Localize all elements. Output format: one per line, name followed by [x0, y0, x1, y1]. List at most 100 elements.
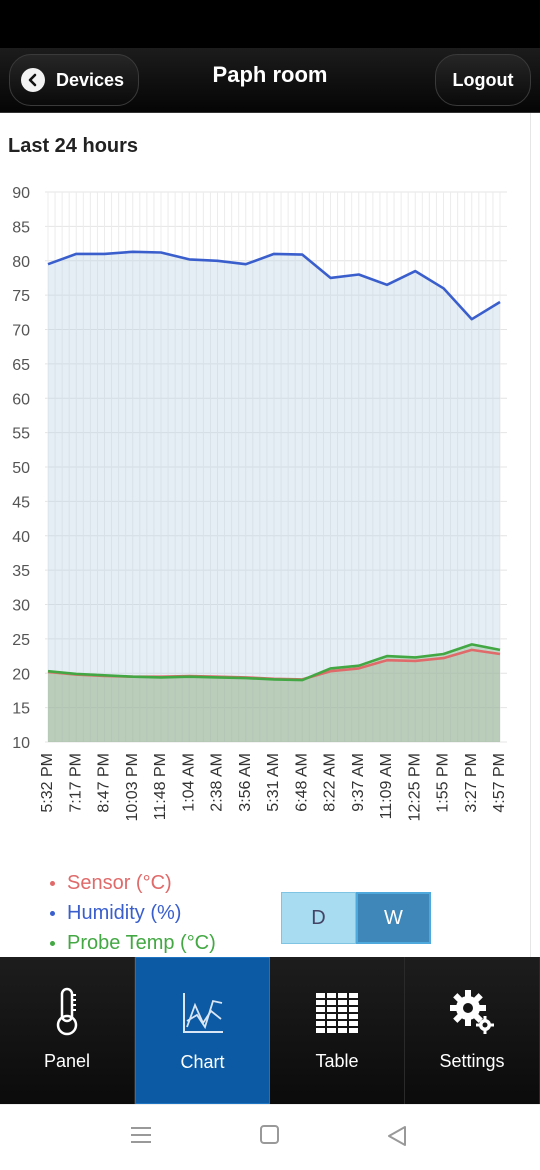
table-icon-cell [316, 993, 325, 998]
x-tick-label: 12:25 PM [406, 753, 423, 821]
chevron-left-icon [21, 68, 45, 92]
line-probe-temp-c [47, 643, 501, 682]
tab-settings-label: Settings [439, 1051, 505, 1071]
table-icon-cell [316, 1000, 325, 1005]
y-tick-label: 25 [12, 632, 30, 649]
table-icon-cell [349, 1021, 358, 1026]
tab-settings[interactable]: Settings [405, 957, 540, 1104]
menu-icon[interactable] [130, 1125, 152, 1150]
y-tick-label: 40 [12, 529, 30, 546]
tab-chart[interactable]: Chart [135, 957, 270, 1104]
gear-icon [448, 987, 496, 1037]
y-tick-label: 75 [12, 288, 30, 305]
x-tick-label: 3:56 AM [237, 753, 254, 812]
tab-panel-label: Panel [43, 1051, 91, 1071]
x-tick-label: 9:37 AM [350, 753, 367, 812]
y-tick-label: 80 [12, 254, 30, 271]
x-tick-label: 8:22 AM [322, 753, 339, 812]
line-chart: 10 15 20 25 30 35 40 45 50 55 60 65 70 75 80 85 90 5:32 … [12, 185, 508, 821]
header-bar: Devices Paph room Logout [0, 48, 540, 113]
legend-item-sensor[interactable]: Sensor (°C) [50, 868, 216, 898]
y-tick-label: 15 [12, 701, 30, 718]
back-triangle-icon[interactable] [386, 1125, 408, 1152]
logout-button[interactable]: Logout [435, 54, 531, 106]
y-tick-label: 10 [12, 735, 30, 752]
table-icon-cell [316, 1014, 325, 1019]
tab-panel[interactable]: Panel [0, 957, 135, 1104]
bottom-tab-bar: Panel Chart Table [0, 957, 540, 1104]
range-toggle: D W [281, 892, 431, 944]
chart-icon [181, 988, 225, 1038]
home-icon[interactable] [259, 1125, 281, 1150]
legend-item-humidity[interactable]: Humidity (%) [50, 898, 216, 928]
table-icon [314, 987, 360, 1037]
table-icon-cell [349, 1028, 358, 1033]
x-tick-label: 2:38 AM [209, 753, 226, 812]
legend-label-humidity: Humidity (%) [67, 901, 182, 924]
x-tick-label: 11:48 PM [152, 753, 169, 820]
y-axis-ticks: 10 15 20 25 30 35 40 45 50 55 60 65 70 75 80 85 90 [12, 185, 30, 752]
table-icon-cell [327, 1021, 336, 1026]
table-icon-cell [338, 993, 347, 998]
tab-chart-label: Chart [180, 1052, 225, 1072]
chart-panel: Last 24 hours 10 15 20 25 30 35 40 45 50 55 60 65 70… [0, 113, 530, 957]
humidity-legend-dot [50, 910, 55, 916]
chart-areas [48, 251, 500, 743]
x-tick-label: 3:27 PM [463, 753, 480, 813]
table-icon-cell [327, 1028, 336, 1033]
table-icon-cell [338, 1014, 347, 1019]
y-tick-label: 30 [12, 598, 30, 615]
table-icon-cell [327, 1000, 336, 1005]
y-tick-label: 90 [12, 185, 30, 202]
area-sensor-c [48, 649, 500, 742]
y-tick-label: 60 [12, 391, 30, 408]
table-icon-cell [316, 1028, 325, 1033]
table-icon-cell [338, 1021, 347, 1026]
y-tick-label: 20 [12, 666, 30, 683]
y-tick-label: 50 [12, 460, 30, 477]
y-tick-label: 45 [12, 494, 30, 511]
table-icon-cell [349, 1000, 358, 1005]
x-tick-label: 7:17 PM [67, 753, 84, 813]
devices-back-button[interactable]: Devices [9, 54, 139, 106]
status-bar [0, 0, 540, 48]
x-axis-ticks: 5:32 PM 7:17 PM 8:47 PM 10:03 PM 11:48 PM 1:0… [39, 753, 508, 821]
table-icon-cell [327, 1007, 336, 1012]
legend-label-sensor: Sensor (°C) [67, 871, 172, 894]
y-tick-label: 35 [12, 563, 30, 580]
y-tick-label: 85 [12, 219, 30, 236]
table-icon-cell [316, 1021, 325, 1026]
area-probe-temp-c [48, 644, 500, 742]
probe-legend-dot [50, 940, 55, 946]
tab-table-label: Table [315, 1051, 359, 1071]
page-title: Paph room [212, 62, 328, 87]
back-button-label: Devices [56, 69, 125, 90]
table-icon-cell [338, 1000, 347, 1005]
x-tick-label: 5:32 PM [39, 753, 56, 813]
system-nav-bar [0, 1104, 540, 1170]
y-tick-label: 65 [12, 357, 30, 374]
x-tick-label: 8:47 PM [96, 753, 113, 813]
chart-lines [47, 250, 501, 682]
y-tick-label: 55 [12, 426, 30, 443]
x-tick-label: 5:31 AM [265, 753, 282, 812]
x-tick-label: 1:04 AM [180, 753, 197, 812]
table-icon-cell [349, 1007, 358, 1012]
table-icon-cell [338, 1007, 347, 1012]
chart-grid [45, 191, 507, 743]
chart-legend: Sensor (°C) Humidity (%) Probe Temp (°C) [50, 868, 216, 958]
x-tick-label: 1:55 PM [435, 753, 452, 813]
x-tick-label: 10:03 PM [124, 753, 141, 821]
range-day-button[interactable]: D [281, 892, 356, 944]
x-tick-label: 4:57 PM [491, 753, 508, 813]
tab-table[interactable]: Table [270, 957, 405, 1104]
scroll-edge [530, 113, 540, 957]
range-week-button[interactable]: W [356, 892, 431, 944]
table-icon-cell [316, 1007, 325, 1012]
legend-label-probe-temp: Probe Temp (°C) [67, 931, 216, 954]
sensor-legend-dot [50, 880, 55, 886]
table-icon-cell [349, 1014, 358, 1019]
table-icon-cell [327, 1014, 336, 1019]
area-humidity [48, 251, 500, 743]
legend-item-probe-temp[interactable]: Probe Temp (°C) [50, 928, 216, 958]
